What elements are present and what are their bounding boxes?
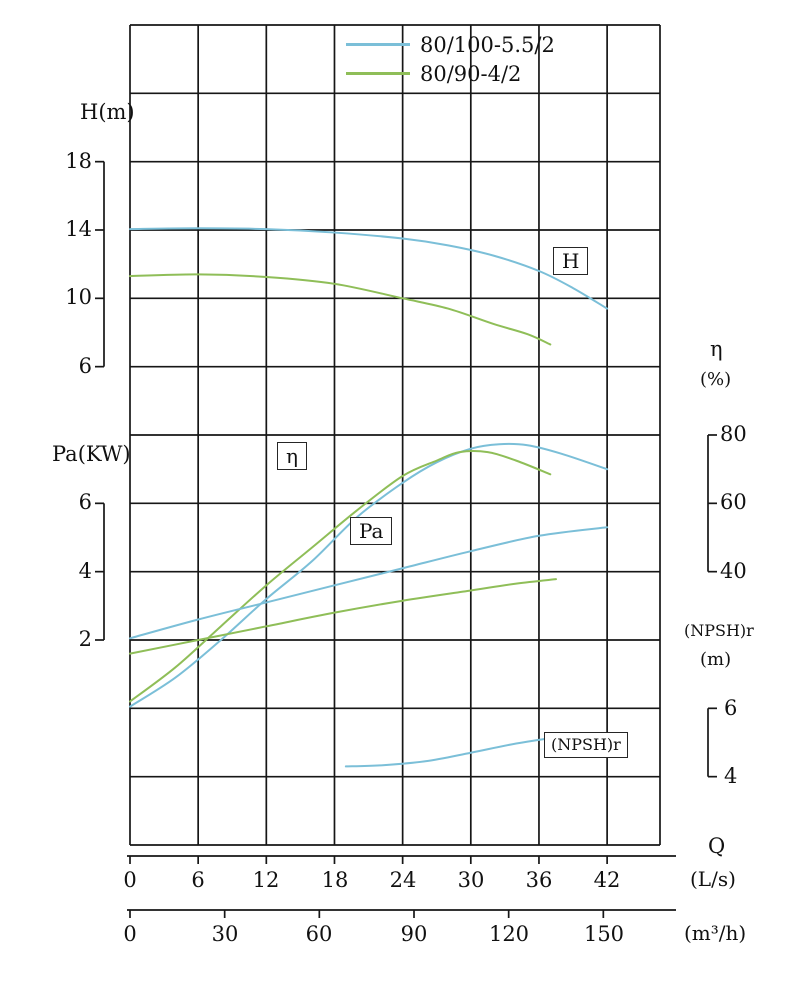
- ls-tick: 30: [457, 868, 485, 892]
- eta-tick: 80: [720, 422, 747, 446]
- legend-item: 80/100-5.5/2: [346, 30, 555, 59]
- m3h-tick: 60: [305, 922, 333, 946]
- eta-tick: 60: [720, 490, 747, 514]
- ls-tick: 36: [525, 868, 553, 892]
- npsh-tick: 4: [724, 764, 738, 788]
- legend-label: 80/90-4/2: [420, 61, 522, 86]
- h-tick: 10: [65, 285, 92, 309]
- m3h-tick: 0: [123, 922, 137, 946]
- curve-label-npsh: (NPSH)r: [544, 732, 628, 758]
- legend-line-icon: [346, 43, 410, 46]
- ls-unit-label: (L/s): [690, 867, 736, 891]
- pa-tick: 6: [78, 490, 92, 514]
- m3h-tick: 150: [583, 922, 625, 946]
- curve-label-eta: η: [277, 442, 307, 470]
- ls-tick: 6: [191, 868, 205, 892]
- h-tick: 14: [65, 217, 92, 241]
- ls-tick: 18: [321, 868, 349, 892]
- m3h-unit-label: (m³/h): [684, 921, 747, 945]
- m3h-tick: 90: [400, 922, 428, 946]
- m3h-tick: 120: [488, 922, 530, 946]
- legend: 80/100-5.5/2 80/90-4/2: [346, 30, 555, 88]
- eta-axis-label: η: [710, 337, 723, 361]
- eta-tick: 40: [720, 559, 747, 583]
- h-axis-label: H(m): [80, 100, 135, 124]
- pa-tick: 4: [78, 559, 92, 583]
- pa-axis-label: Pa(KW): [52, 442, 131, 466]
- curve-label-pa: Pa: [350, 517, 393, 545]
- npsh-axis-label: (NPSH)r: [684, 621, 754, 640]
- ls-tick: 0: [123, 868, 137, 892]
- npsh-tick: 6: [724, 696, 738, 720]
- npsh-unit-label: (m): [700, 649, 732, 670]
- h-tick: 18: [65, 149, 92, 173]
- legend-line-icon: [346, 72, 410, 75]
- legend-label: 80/100-5.5/2: [420, 32, 555, 57]
- eta-unit-label: (%): [700, 369, 732, 390]
- ls-tick: 12: [252, 868, 280, 892]
- m3h-tick: 30: [211, 922, 239, 946]
- q-axis-label: Q: [708, 834, 726, 858]
- curve-label-h: H: [553, 247, 589, 275]
- legend-item: 80/90-4/2: [346, 59, 555, 88]
- ls-tick: 42: [593, 868, 621, 892]
- h-tick: 6: [78, 354, 92, 378]
- ls-tick: 24: [389, 868, 417, 892]
- pa-tick: 2: [78, 627, 92, 651]
